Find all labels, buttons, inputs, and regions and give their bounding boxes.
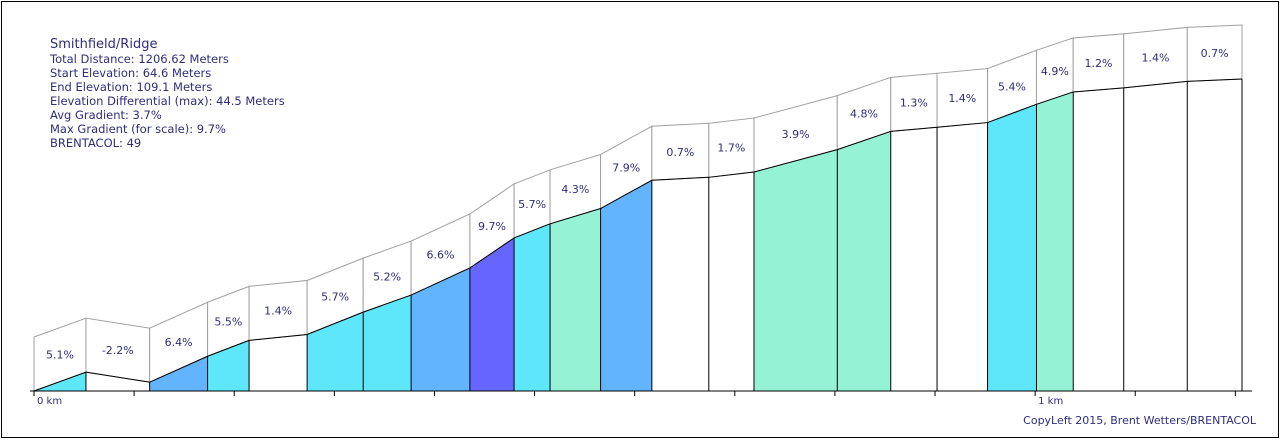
stat-avg-gradient: Avg Gradient: 3.7% xyxy=(50,108,162,122)
stat-elevation-differential: Elevation Differential (max): 44.5 Meter… xyxy=(50,94,285,108)
elevation-line xyxy=(33,78,1243,392)
gradient-label-19: 4.9% xyxy=(1041,65,1069,78)
segment-fill-6 xyxy=(363,295,412,391)
gradient-label-17: 1.4% xyxy=(948,92,976,105)
gradient-label-9: 5.7% xyxy=(518,198,546,211)
stat-brentacol: BRENTACOL: 49 xyxy=(50,136,142,150)
segment-fill-22 xyxy=(1187,79,1242,391)
gradient-label-2: 6.4% xyxy=(165,336,193,349)
stat-start-elevation: Start Elevation: 64.6 Meters xyxy=(50,66,212,80)
segment-fill-12 xyxy=(651,177,709,391)
segment-fill-11 xyxy=(600,180,652,391)
gradient-label-18: 5.4% xyxy=(998,80,1026,93)
x-tick-label-0: 0 km xyxy=(37,396,62,407)
segment-fill-9 xyxy=(514,223,551,391)
gradient-label-0: 5.1% xyxy=(46,349,74,362)
segment-fill-8 xyxy=(469,237,515,391)
segment-fill-19 xyxy=(1036,91,1074,392)
segment-fill-5 xyxy=(307,312,364,391)
gradient-label-8: 9.7% xyxy=(478,220,506,233)
segment-fill-20 xyxy=(1073,87,1124,391)
credit-text: CopyLeft 2015, Brent Wetters/BRENTACOL xyxy=(1023,414,1256,427)
gradient-label-20: 1.2% xyxy=(1084,57,1112,70)
segment-fill-17 xyxy=(937,122,988,392)
gradient-label-11: 7.9% xyxy=(612,161,640,174)
gradient-label-10: 4.3% xyxy=(561,183,589,196)
profile-lines: 5.1% -2.2% 6.4% 5.5% 1.4% 5.7% 5.2% 6.6% 9.7% 5.7… xyxy=(33,47,1243,392)
gradient-label-boxes xyxy=(33,24,1243,392)
gradient-label-13: 1.7% xyxy=(717,142,745,155)
gradient-label-22: 0.7% xyxy=(1201,47,1229,60)
gradient-label-3: 5.5% xyxy=(214,315,242,328)
segment-fill-21 xyxy=(1123,81,1188,392)
gradient-label-16: 1.3% xyxy=(900,96,928,109)
gradient-label-14: 3.9% xyxy=(782,128,810,141)
segment-fill-15 xyxy=(837,131,891,391)
segment-fill-18 xyxy=(987,104,1037,392)
gradient-label-5: 5.7% xyxy=(321,290,349,303)
gradient-label-7: 6.6% xyxy=(427,249,455,262)
segment-fill-13 xyxy=(708,172,754,391)
gradient-label-15: 4.8% xyxy=(850,108,878,121)
segment-fill-3 xyxy=(207,340,250,391)
chart-title: Smithfield/Ridge xyxy=(50,37,158,52)
segment-fill-14 xyxy=(753,149,838,391)
gradient-label-4: 1.4% xyxy=(264,304,292,317)
segment-fills xyxy=(34,79,1242,392)
x-axis: 0 km 1 km xyxy=(30,390,1252,407)
x-tick-label-1: 1 km xyxy=(1038,396,1063,407)
stat-end-elevation: End Elevation: 109.1 Meters xyxy=(50,80,213,94)
stat-max-gradient: Max Gradient (for scale): 9.7% xyxy=(50,122,226,136)
segment-fill-16 xyxy=(890,127,938,391)
segment-fill-1 xyxy=(85,372,150,391)
gradient-label-21: 1.4% xyxy=(1142,52,1170,65)
segment-fill-7 xyxy=(411,267,470,391)
segment-fill-10 xyxy=(550,208,601,391)
chart-info: Smithfield/Ridge Total Distance: 1206.62… xyxy=(50,37,285,151)
gradient-label-1: -2.2% xyxy=(102,344,134,357)
segment-fill-2 xyxy=(149,356,208,391)
gradient-label-12: 0.7% xyxy=(666,146,694,159)
stat-total-distance: Total Distance: 1206.62 Meters xyxy=(50,52,229,66)
segment-fill-4 xyxy=(249,334,308,391)
gradient-label-6: 5.2% xyxy=(373,271,401,284)
